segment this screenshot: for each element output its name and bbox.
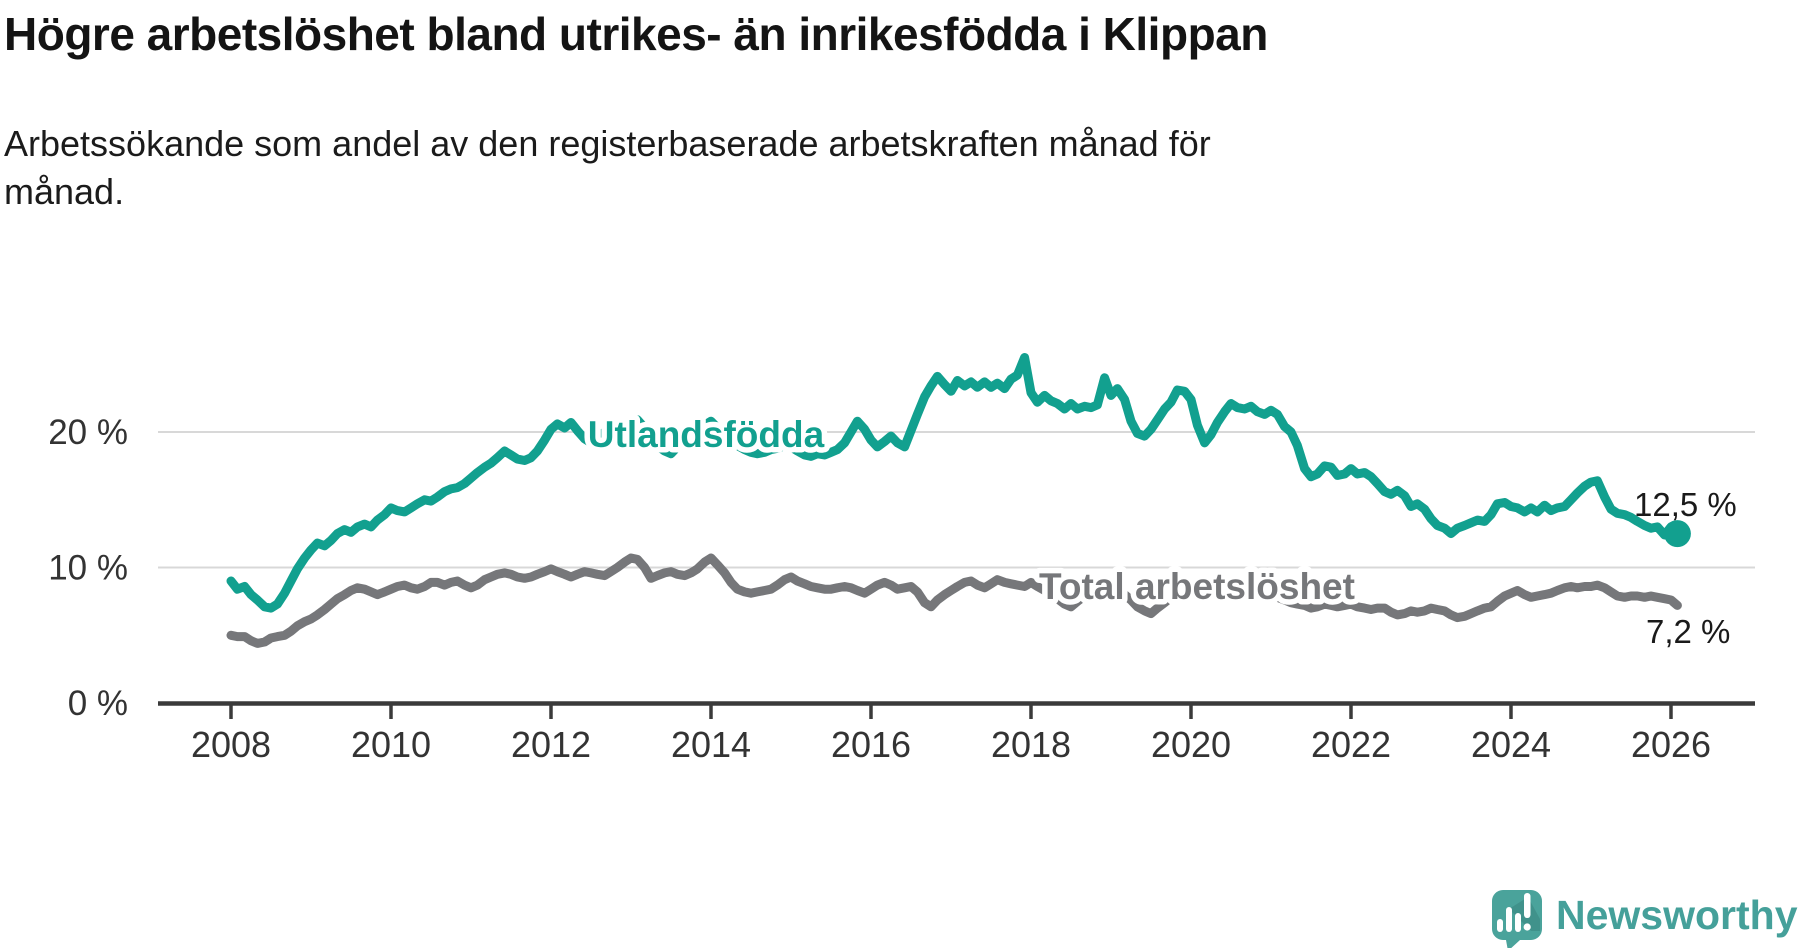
x-tick-label-2014: 2014 <box>671 724 751 765</box>
page-title: Högre arbetslöshet bland utrikes- än inr… <box>4 8 1268 60</box>
logo-bars-icon <box>1497 893 1531 932</box>
x-tick-label-2022: 2022 <box>1311 724 1391 765</box>
x-tick-label-2010: 2010 <box>351 724 431 765</box>
series-label-utlandsfodda: Utlandsfödda <box>588 414 825 455</box>
newsworthy-logo: Newsworthy <box>1492 890 1798 948</box>
subtitle-line-1: Arbetssökande som andel av den registerb… <box>4 123 1211 164</box>
end-label-utlandsfodda: 12,5 % <box>1634 486 1737 523</box>
y-tick-label-20: 20 % <box>48 413 128 452</box>
chart-subtitle: Arbetssökande som andel av den registerb… <box>4 120 1484 216</box>
x-tick-label-2018: 2018 <box>991 724 1071 765</box>
x-tick-label-2012: 2012 <box>511 724 591 765</box>
logo-wordmark: Newsworthy <box>1556 892 1798 938</box>
x-tick-label-2026: 2026 <box>1631 724 1711 765</box>
y-tick-label-0: 0 % <box>68 684 128 723</box>
series-line-total <box>226 553 1682 648</box>
x-tick-label-2016: 2016 <box>831 724 911 765</box>
end-dot-utlandsfodda <box>1663 520 1691 548</box>
x-tick-label-2024: 2024 <box>1471 724 1551 765</box>
series-line-utlandsfodda <box>226 353 1682 613</box>
y-tick-label-10: 10 % <box>48 549 128 588</box>
newsworthy-logo-icon <box>1492 890 1542 948</box>
series-label-total: Total arbetslöshet <box>1039 566 1355 607</box>
end-label-total: 7,2 % <box>1646 613 1730 650</box>
x-tick-label-2008: 2008 <box>191 724 271 765</box>
subtitle-line-2: månad. <box>4 170 125 212</box>
x-tick-label-2020: 2020 <box>1151 724 1231 765</box>
